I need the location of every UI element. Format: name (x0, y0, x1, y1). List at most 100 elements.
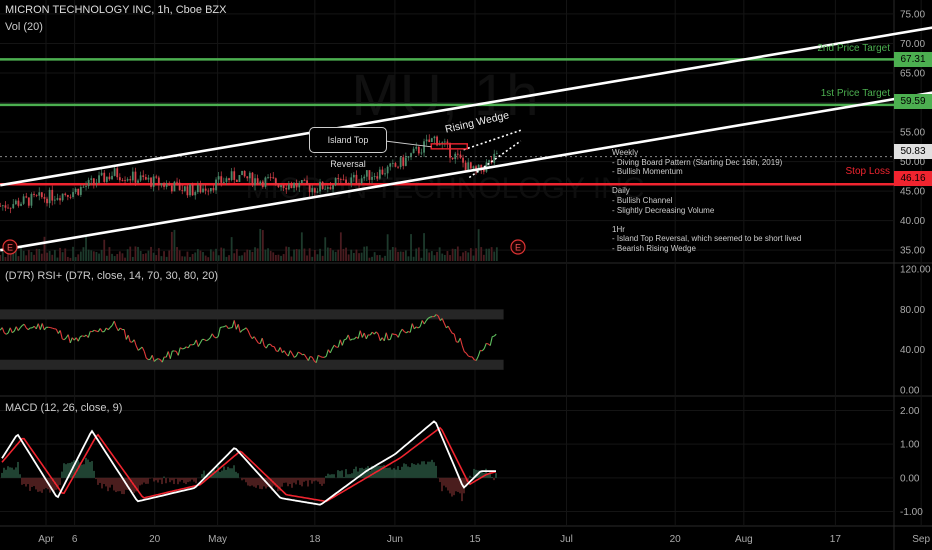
volume-bar (368, 257, 371, 261)
rsi-segment (493, 333, 497, 337)
volume-bar (254, 247, 256, 261)
rsi-segment (165, 351, 169, 358)
rsi-segment (91, 329, 95, 333)
rsi-segment (197, 342, 201, 347)
rsi-segment (105, 327, 109, 331)
rsi-segment (13, 326, 17, 332)
candle-body (368, 170, 371, 180)
rsi-y-tick-label: 0.00 (900, 385, 920, 396)
macd-histogram-bar (29, 477, 31, 491)
rsi-segment (333, 344, 337, 348)
rsi-segment (192, 343, 195, 346)
candle-body (230, 171, 233, 181)
rsi-segment (433, 314, 437, 317)
candle-body (4, 205, 7, 208)
candle-body (61, 193, 64, 201)
volume-bar (248, 250, 251, 261)
candle-body (410, 153, 412, 157)
rsi-segment (17, 327, 21, 331)
volume-bar (454, 249, 457, 261)
volume-bar (274, 254, 277, 261)
volume-bar (410, 234, 412, 261)
volume-bar (495, 247, 498, 261)
macd-histogram-bar (291, 477, 293, 488)
candle-body (129, 179, 132, 181)
candle-body (209, 187, 212, 192)
macd-histogram-bar (243, 477, 245, 480)
macd-histogram-bar (25, 477, 27, 487)
macd-histogram-bar (443, 477, 445, 486)
macd-histogram-bar (35, 477, 37, 490)
rsi-segment (25, 327, 29, 331)
macd-histogram-bar (295, 477, 297, 485)
analysis-notes[interactable]: Weekly - Diving Board Pattern (Starting … (612, 148, 802, 253)
volume-bar (134, 246, 137, 261)
volume-bar (394, 247, 397, 261)
candle-body (459, 154, 462, 158)
macd-histogram-bar (159, 477, 161, 480)
macd-histogram-bar (131, 477, 133, 492)
rsi-segment (239, 329, 243, 333)
macd-histogram-bar (67, 463, 69, 478)
rsi-segment (345, 334, 349, 340)
macd-histogram-bar (195, 477, 197, 484)
volume-title[interactable]: Vol (20) (5, 21, 43, 33)
rsi-segment (298, 351, 301, 354)
candle-body (319, 181, 321, 192)
candle-body (53, 199, 56, 201)
macd-histogram-bar (309, 477, 311, 481)
rsi-segment (11, 330, 15, 334)
volume-bar (103, 239, 106, 261)
macd-histogram-bar (359, 468, 361, 478)
candle-body (33, 193, 35, 195)
rsi-segment (199, 339, 203, 344)
volume-bar (56, 257, 59, 261)
volume-bar (428, 252, 431, 261)
candle-body (475, 166, 477, 171)
rsi-segment (468, 355, 471, 358)
rsi-segment (207, 337, 211, 341)
candle-body (462, 157, 464, 163)
rsi-title[interactable]: (D7R) RSI+ (D7R, close, 14, 70, 30, 80, … (5, 270, 219, 282)
volume-bar (27, 249, 30, 261)
rsi-segment (477, 350, 481, 357)
rsi-segment (341, 339, 345, 346)
symbol-title[interactable]: MICRON TECHNOLOGY INC, 1h, Cboe BZX (5, 4, 227, 16)
rsi-segment (247, 330, 251, 336)
macd-histogram-bar (475, 469, 477, 478)
rsi-segment (35, 323, 39, 330)
volume-bar (121, 253, 124, 261)
candle-body (480, 164, 483, 170)
candle-body (298, 182, 301, 188)
candle-body (160, 183, 163, 186)
candle-body (168, 183, 171, 186)
macd-histogram-bar (425, 464, 427, 478)
macd-histogram-bar (21, 477, 23, 485)
volume-bar (194, 252, 197, 261)
macd-histogram-bar (453, 477, 455, 496)
macd-histogram-bar (369, 471, 371, 478)
candle-body (446, 141, 449, 143)
island-top-reversal-callout[interactable]: Island Top Reversal (309, 127, 387, 169)
macd-title[interactable]: MACD (12, 26, close, 9) (5, 402, 123, 414)
macd-histogram-bar (285, 477, 287, 483)
rsi-segment (269, 343, 273, 347)
macd-histogram-bar (485, 468, 487, 478)
rsi-segment (97, 328, 101, 333)
wedge-upper-line (463, 129, 522, 151)
rsi-segment (486, 342, 489, 345)
macd-histogram-bar (427, 461, 429, 478)
candle-body (300, 180, 303, 183)
volume-bar (228, 255, 230, 261)
rsi-segment (299, 352, 303, 356)
volume-bar (105, 255, 108, 261)
volume-bar (160, 256, 163, 261)
rsi-segment (449, 329, 453, 334)
macd-histogram-bar (411, 463, 413, 478)
volume-bar (384, 255, 386, 261)
volume-bar (303, 248, 306, 261)
macd-histogram-bar (417, 463, 419, 478)
macd-histogram-bar (175, 477, 177, 479)
channel-line (0, 26, 932, 187)
candle-body (321, 181, 324, 190)
